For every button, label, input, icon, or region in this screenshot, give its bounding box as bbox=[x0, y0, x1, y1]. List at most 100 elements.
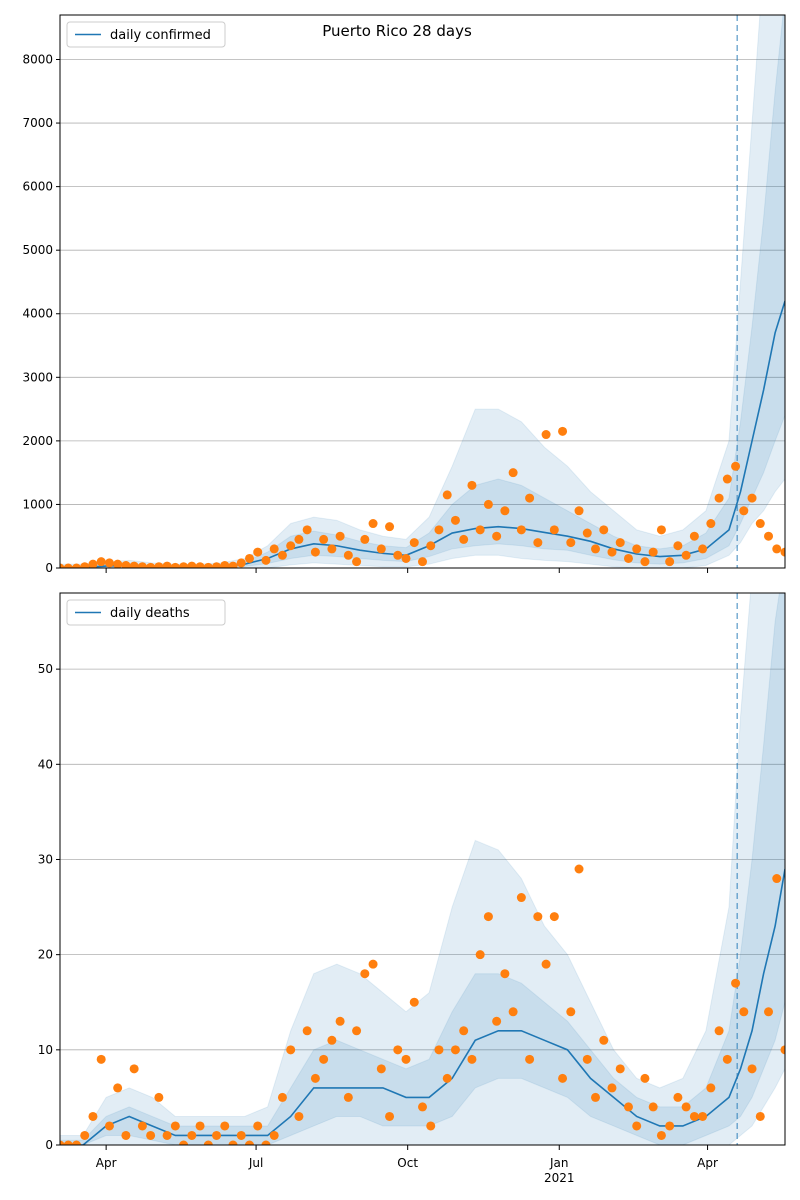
observed-point bbox=[772, 874, 782, 884]
observed-point bbox=[327, 544, 337, 554]
observed-point bbox=[319, 1054, 329, 1064]
observed-point bbox=[698, 1111, 708, 1121]
observed-point bbox=[253, 1121, 263, 1131]
observed-point bbox=[689, 531, 699, 541]
observed-point bbox=[220, 560, 230, 568]
observed-point bbox=[483, 499, 493, 509]
observed-point bbox=[294, 1111, 304, 1121]
observed-point bbox=[277, 1092, 287, 1102]
observed-point bbox=[146, 562, 156, 568]
observed-point bbox=[475, 950, 485, 960]
legend-label: daily deaths bbox=[110, 606, 190, 621]
observed-point bbox=[558, 426, 568, 436]
observed-point bbox=[154, 562, 164, 568]
observed-point bbox=[244, 1140, 254, 1145]
observed-point bbox=[187, 561, 197, 568]
observed-point bbox=[154, 1092, 164, 1102]
axes-frame bbox=[59, 592, 786, 1146]
observed-point bbox=[60, 563, 65, 568]
y-tick-label: 0 bbox=[45, 561, 53, 575]
observed-point bbox=[212, 562, 222, 568]
observed-point bbox=[269, 1130, 279, 1140]
observed-point bbox=[310, 547, 320, 557]
y-tick-label: 30 bbox=[38, 852, 53, 866]
observed-point bbox=[261, 1140, 271, 1145]
observed-point bbox=[113, 559, 123, 568]
observed-point bbox=[533, 912, 543, 922]
observed-point bbox=[426, 541, 436, 551]
observed-point bbox=[599, 525, 609, 535]
observed-point bbox=[203, 562, 213, 568]
y-tick-label: 2000 bbox=[22, 434, 53, 448]
observed-point bbox=[71, 563, 81, 568]
y-tick-label: 4000 bbox=[22, 307, 53, 321]
observed-point bbox=[360, 534, 370, 544]
legend-box bbox=[66, 21, 226, 48]
observed-point bbox=[450, 515, 460, 525]
observed-point bbox=[376, 1064, 386, 1074]
observed-point bbox=[121, 1130, 131, 1140]
observed-point bbox=[525, 493, 535, 503]
legend-box bbox=[66, 599, 226, 626]
observed-point bbox=[764, 1007, 774, 1017]
observed-point bbox=[640, 1073, 650, 1083]
observed-point bbox=[714, 1026, 724, 1036]
observed-point bbox=[673, 1092, 683, 1102]
observed-point bbox=[632, 544, 642, 554]
observed-point bbox=[722, 1054, 732, 1064]
uncertainty-band bbox=[60, 15, 785, 568]
observed-point bbox=[80, 562, 90, 568]
observed-point bbox=[261, 555, 271, 565]
observed-point bbox=[492, 531, 502, 541]
observed-point bbox=[335, 531, 345, 541]
observed-point bbox=[747, 493, 757, 503]
observed-point bbox=[698, 544, 708, 554]
observed-point bbox=[60, 1140, 65, 1145]
observed-point bbox=[747, 1064, 757, 1074]
observed-point bbox=[541, 430, 551, 440]
observed-point bbox=[533, 538, 543, 548]
observed-point bbox=[170, 1121, 180, 1131]
observed-point bbox=[129, 561, 139, 568]
observed-point bbox=[656, 1130, 666, 1140]
observed-point bbox=[286, 1045, 296, 1055]
observed-point bbox=[277, 550, 287, 560]
observed-point bbox=[385, 1111, 395, 1121]
y-tick-label: 40 bbox=[38, 757, 53, 771]
observed-point bbox=[508, 1007, 518, 1017]
observed-point bbox=[409, 997, 419, 1007]
observed-point bbox=[63, 1140, 73, 1145]
y-tick-label: 1000 bbox=[22, 497, 53, 511]
observed-point bbox=[269, 544, 279, 554]
observed-point bbox=[376, 544, 386, 554]
observed-point bbox=[508, 468, 518, 478]
observed-point bbox=[467, 1054, 477, 1064]
observed-point bbox=[434, 525, 444, 535]
observed-point bbox=[689, 1111, 699, 1121]
y-tick-label: 3000 bbox=[22, 370, 53, 384]
observed-point bbox=[179, 1140, 189, 1145]
observed-point bbox=[244, 553, 254, 563]
observed-point bbox=[113, 1083, 123, 1093]
observed-point bbox=[582, 528, 592, 538]
observed-point bbox=[236, 558, 246, 568]
observed-point bbox=[212, 1130, 222, 1140]
observed-point bbox=[418, 557, 427, 567]
observed-point bbox=[640, 557, 650, 567]
observed-point bbox=[656, 525, 666, 535]
observed-point bbox=[681, 1102, 691, 1112]
observed-point bbox=[327, 1035, 337, 1045]
observed-point bbox=[722, 474, 732, 484]
chart-title: Puerto Rico 28 days bbox=[322, 22, 472, 40]
observed-point bbox=[599, 1035, 609, 1045]
observed-point bbox=[220, 1121, 230, 1131]
observed-point bbox=[731, 461, 741, 471]
observed-point bbox=[253, 547, 263, 557]
observed-point bbox=[368, 959, 378, 969]
observed-point bbox=[450, 1045, 460, 1055]
observed-point bbox=[393, 1045, 403, 1055]
observed-point bbox=[739, 1007, 749, 1017]
observed-point bbox=[418, 1102, 427, 1112]
observed-point bbox=[352, 1026, 362, 1036]
observed-point bbox=[500, 506, 510, 516]
